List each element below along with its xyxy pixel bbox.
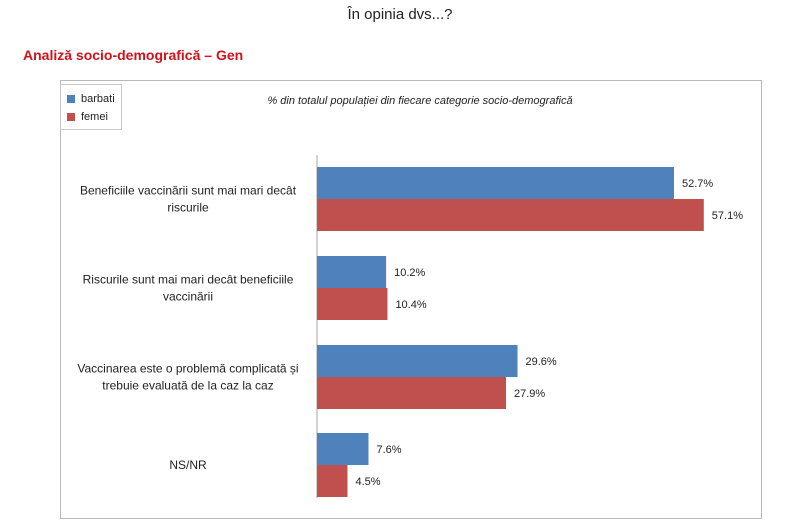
data-label-barbati-3: 7.6% [376, 444, 401, 456]
category-label-line: riscurile [167, 201, 209, 215]
category-label-line: trebuie evaluată de la caz la caz [102, 379, 273, 393]
bar-femei-2 [317, 377, 506, 409]
chart-subtitle: % din totalul populației din fiecare cat… [267, 95, 573, 107]
data-label-barbati-2: 29.6% [526, 356, 557, 368]
legend-swatch-barbati [67, 95, 75, 103]
legend-label-femei: femei [81, 111, 108, 123]
legend-item-barbati: barbati [67, 92, 115, 106]
bar-femei-1 [317, 288, 388, 320]
data-label-femei-1: 10.4% [395, 299, 426, 311]
bar-barbati-0 [317, 167, 674, 199]
category-label-line: Beneficiile vaccinării sunt mai mari dec… [80, 184, 297, 198]
category-label-1: Riscurile sunt mai mari decât beneficiil… [83, 273, 294, 304]
section-heading: Analiză socio-demografică – Gen [23, 47, 244, 63]
bar-barbati-2 [317, 345, 518, 377]
bar-barbati-3 [317, 433, 369, 465]
legend-swatch-femei [67, 113, 75, 121]
legend-label-barbati: barbati [81, 93, 115, 105]
category-label-line: Riscurile sunt mai mari decât beneficiil… [83, 273, 294, 287]
category-label-0: Beneficiile vaccinării sunt mai mari dec… [80, 184, 297, 215]
category-label-line: vaccinării [163, 290, 213, 304]
data-label-femei-2: 27.9% [514, 388, 545, 400]
chart-legend: barbati femei [60, 84, 122, 130]
data-label-femei-0: 57.1% [712, 210, 743, 222]
bar-femei-0 [317, 199, 704, 231]
bar-femei-3 [317, 465, 348, 497]
category-label-3: NS/NR [169, 458, 207, 472]
category-label-2: Vaccinarea este o problemă complicată și… [77, 362, 298, 393]
legend-item-femei: femei [67, 110, 108, 124]
chart-frame [60, 80, 762, 519]
bar-barbati-1 [317, 256, 387, 288]
data-label-barbati-1: 10.2% [394, 267, 425, 279]
category-label-line: Vaccinarea este o problemă complicată și [77, 362, 298, 376]
page-title: În opinia dvs...? [347, 6, 453, 23]
data-label-barbati-0: 52.7% [682, 178, 713, 190]
category-label-line: NS/NR [169, 458, 207, 472]
data-label-femei-3: 4.5% [355, 476, 380, 488]
